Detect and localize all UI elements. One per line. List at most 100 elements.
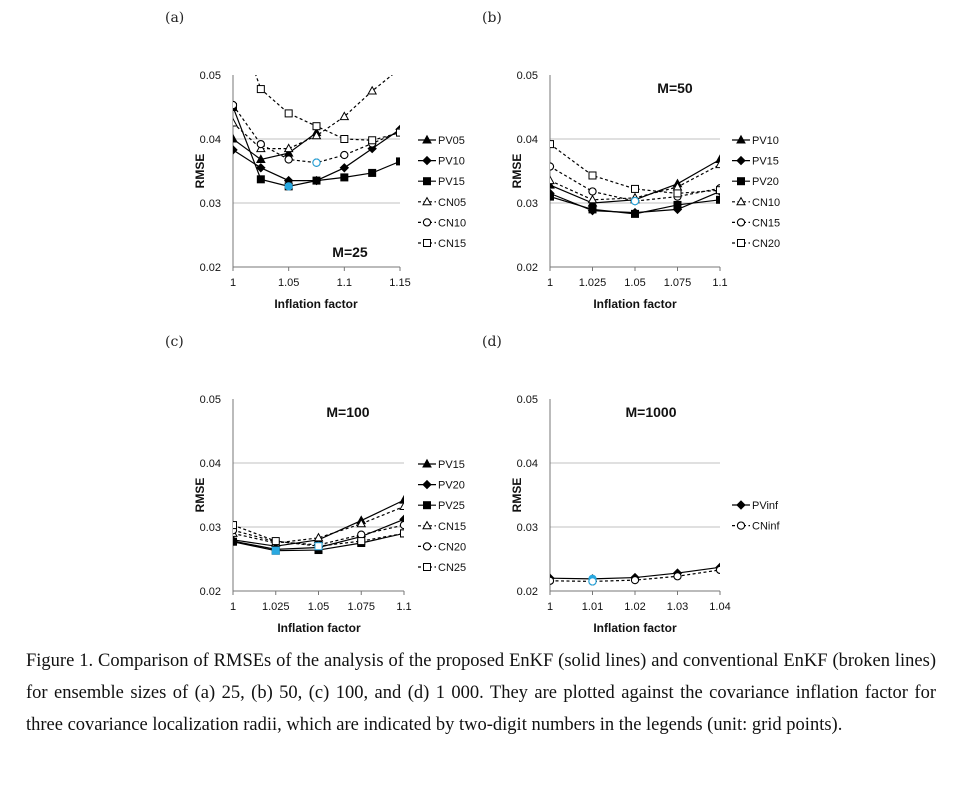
legend-marker	[423, 563, 431, 571]
legend-label: PV20	[752, 176, 779, 188]
data-point-cn05	[283, 143, 294, 153]
x-tick-label: 1.075	[664, 277, 692, 289]
data-point-cninf	[715, 565, 720, 575]
legend-marker	[736, 155, 746, 166]
y-tick-label: 0.02	[517, 262, 538, 274]
series-line-cn20	[233, 524, 404, 546]
legend-item: PV20	[418, 480, 465, 492]
panel-letter: (c)	[165, 334, 184, 350]
data-point-cn15	[312, 122, 321, 131]
legend-label: PV15	[438, 459, 465, 471]
legend-marker	[423, 501, 431, 510]
series-line-cn20	[550, 143, 720, 195]
x-tick-label: 1	[230, 601, 236, 613]
data-point-pv15	[399, 494, 404, 504]
data-point-cn05	[339, 111, 350, 121]
data-point-cn15	[284, 109, 293, 118]
data-point-cninf	[550, 576, 555, 585]
highlight-point	[312, 158, 321, 167]
data-point-cn15	[340, 135, 349, 143]
legend-marker	[422, 479, 432, 490]
x-tick-label: 1	[230, 277, 236, 289]
data-point-pv20	[550, 192, 554, 201]
y-tick-label: 0.03	[517, 522, 538, 534]
data-point-cn20	[399, 520, 404, 530]
legend-label: CN20	[438, 541, 466, 553]
legend-label: PV10	[438, 156, 465, 168]
y-tick-label: 0.02	[517, 586, 538, 598]
series-group	[233, 64, 404, 191]
data-point-cn25	[400, 529, 404, 538]
x-tick-label: 1.15	[389, 277, 410, 289]
y-tick-label: 0.03	[200, 198, 221, 210]
x-tick-label: 1	[547, 601, 553, 613]
panel-d: (d) 0.02 0.03 0.04 0.05 1 1.01 1.02 1.03 1.04 Infl…	[482, 334, 780, 635]
x-tick-label: 1	[547, 277, 553, 289]
data-point-cn20	[588, 171, 597, 180]
legend-label: CN15	[438, 521, 466, 533]
legend-marker	[736, 218, 746, 227]
x-tick-label: 1.05	[624, 277, 645, 289]
legend-item: PV15	[418, 176, 465, 188]
y-axis-title: RMSE	[510, 478, 524, 513]
y-tick-label: 0.02	[200, 586, 221, 598]
series-group	[550, 562, 720, 586]
legend-label: PV25	[438, 500, 465, 512]
data-point-pv05	[233, 133, 238, 143]
y-tick-label: 0.05	[517, 70, 538, 82]
y-tick-label: 0.04	[517, 134, 538, 146]
highlight-point	[630, 196, 640, 206]
legend-item: PV05	[418, 134, 465, 147]
x-tick-label: 1.075	[347, 601, 375, 613]
legend-item: CN15	[418, 520, 466, 533]
data-point-cn25	[233, 521, 237, 530]
data-point-cn10	[340, 150, 349, 160]
data-point-cn15	[588, 187, 597, 196]
x-tick-label: 1.04	[709, 601, 730, 613]
data-point-cn10	[587, 194, 598, 204]
data-point-cn20	[550, 140, 554, 149]
x-tick-label: 1.05	[278, 277, 299, 289]
data-point-cn05	[396, 64, 404, 71]
x-tick-label: 1.01	[582, 601, 603, 613]
legend-marker	[422, 155, 432, 166]
legend-marker	[737, 239, 745, 247]
data-point-cn20	[631, 184, 639, 193]
legend-item: PVinf	[732, 500, 779, 512]
y-tick-label: 0.03	[517, 198, 538, 210]
y-axis-title: RMSE	[193, 478, 207, 513]
legend-label: CN20	[752, 238, 780, 250]
data-point-cninf	[630, 575, 640, 585]
data-point-cn15	[368, 136, 377, 145]
y-tick-label: 0.04	[517, 458, 538, 470]
panel-c: (c) 0.02 0.03 0.04 0.05 1 1.025 1.05 1.075 1.1 Inf…	[165, 334, 466, 635]
legend-item: PV20	[732, 176, 779, 188]
data-point-cn15	[256, 85, 265, 94]
data-point-cn10	[284, 155, 293, 164]
legend-marker	[422, 196, 432, 206]
legend-item: CN15	[732, 217, 780, 229]
highlight-point	[314, 542, 323, 551]
y-tick-label: 0.04	[200, 458, 221, 470]
data-point-pv10	[256, 163, 266, 173]
data-point-cn15	[399, 501, 404, 511]
highlight-point	[271, 546, 280, 555]
panel-letter: (b)	[482, 10, 502, 26]
data-point-cn05	[233, 117, 238, 127]
data-point-cn15	[356, 518, 367, 528]
legend-marker	[736, 500, 746, 510]
data-point-pv10	[715, 154, 720, 163]
ensemble-size-label: M=100	[326, 404, 369, 420]
data-point-pv10	[339, 163, 350, 173]
legend-item: PV15	[418, 458, 465, 471]
series-group	[233, 494, 404, 555]
data-point-cninf	[673, 572, 682, 581]
x-tick-label: 1.025	[579, 277, 607, 289]
x-axis-title: Inflation factor	[274, 297, 358, 311]
highlight-point	[588, 577, 597, 586]
panel-letter: (d)	[482, 334, 502, 350]
legend-item: CN20	[418, 541, 466, 553]
y-tick-label: 0.05	[517, 394, 538, 406]
legend-marker	[736, 134, 746, 144]
data-point-pv20	[673, 200, 682, 209]
